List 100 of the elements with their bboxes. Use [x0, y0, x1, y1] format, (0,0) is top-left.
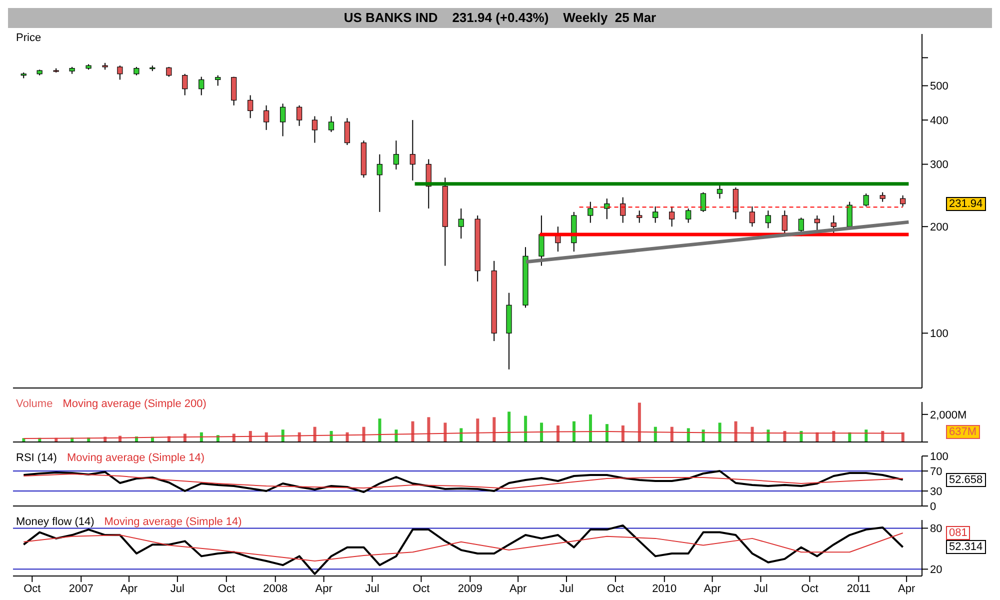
candlestick [782, 210, 788, 235]
bar [605, 424, 608, 442]
x-tick-label: Oct [218, 582, 235, 595]
candlestick [636, 210, 642, 224]
y-tick-label: 100 [930, 328, 948, 340]
line-series [23, 474, 904, 489]
y-tick-label: 0 [930, 500, 936, 513]
x-tick-label: Oct [24, 582, 41, 595]
bar [476, 418, 480, 442]
candlestick [716, 183, 723, 200]
bar [427, 417, 430, 442]
bar [524, 416, 528, 442]
line-series [23, 532, 904, 562]
y-tick-label: 2,000M [930, 409, 967, 422]
series-label: RSI (14) [16, 452, 57, 464]
bar [734, 421, 738, 442]
bar [621, 425, 624, 442]
x-tick-label: Apr [315, 582, 333, 595]
candlestick [538, 214, 544, 266]
bar [508, 412, 511, 442]
text: 231.94 [946, 196, 986, 211]
series-label: Moving average (Simple 14) [66, 452, 205, 464]
candlestick [215, 74, 221, 86]
candlestick [604, 198, 610, 220]
y-tick-label: 80 [930, 523, 942, 536]
text: 637M [946, 425, 980, 440]
x-tick-label: Apr [898, 582, 916, 595]
candlestick [182, 73, 188, 96]
chart-title: US BANKS IND 231.94 (+0.43%) Weekly 25 Mar [342, 9, 658, 27]
candlestick [344, 118, 350, 146]
x-tick-label: 2009 [458, 582, 482, 595]
bar [540, 422, 544, 442]
candlestick [700, 192, 706, 212]
x-tick-label: Oct [606, 582, 624, 595]
candlestick [880, 192, 886, 202]
candlestick [588, 201, 594, 224]
text: Volume [16, 398, 53, 410]
line-series [22, 470, 904, 493]
candlestick [393, 140, 399, 170]
y-tick-label: 300 [930, 159, 948, 172]
series-label: Money flow (14) [16, 516, 94, 528]
candlestick [231, 76, 237, 106]
candlestick [280, 103, 286, 137]
candlestick [248, 94, 254, 119]
candlestick [166, 66, 172, 78]
y-axis-title: Price [16, 32, 42, 44]
bar [572, 421, 576, 442]
bar [411, 421, 414, 442]
y-tick-label: 100 [930, 450, 948, 463]
candlestick [328, 116, 334, 133]
text: Moving average (Simple 200) [62, 398, 206, 410]
candlestick [458, 208, 464, 240]
y-tick-label: 500 [930, 80, 948, 93]
y-tick-label: 400 [930, 114, 948, 127]
bar [492, 417, 496, 442]
text: 081 [946, 526, 970, 540]
bar [638, 402, 641, 442]
x-tick-label: 2007 [68, 582, 94, 595]
candlestick [686, 208, 692, 224]
candlestick [669, 206, 675, 228]
candlestick [264, 104, 270, 130]
candlestick [732, 186, 739, 220]
x-tick-label: Oct [801, 582, 818, 595]
candlestick [814, 214, 820, 231]
bar [686, 428, 690, 442]
candlestick [863, 193, 869, 207]
bar [556, 425, 560, 442]
x-tick-label: Jul [170, 582, 184, 595]
x-tick-label: 2011 [846, 582, 870, 595]
candlestick [620, 196, 626, 224]
y-tick-label: 70 [930, 466, 942, 478]
candlestick [198, 76, 204, 96]
x-tick-label: Jul [365, 582, 380, 595]
candlestick [410, 120, 416, 181]
candlestick [830, 214, 836, 234]
bar [378, 418, 382, 442]
bar [718, 422, 722, 442]
series-label: Moving average (Simple 14) [104, 516, 242, 528]
candlestick [296, 104, 302, 126]
candlestick [652, 206, 658, 224]
x-tick-label: Apr [509, 582, 527, 595]
candlestick [765, 210, 771, 229]
candlestick [376, 154, 382, 212]
y-tick-label: 200 [930, 222, 948, 234]
bar [444, 422, 447, 442]
x-tick-label: Jul [559, 582, 574, 595]
x-tick-label: Oct [412, 582, 430, 595]
bar [588, 414, 592, 442]
y-tick-label: 20 [930, 564, 942, 576]
x-tick-label: 2010 [652, 582, 677, 595]
candlestick [749, 206, 755, 228]
text: 52.314 [946, 540, 986, 554]
candlestick [117, 65, 123, 80]
bar [460, 428, 463, 442]
x-tick-label: Apr [704, 582, 722, 595]
text: 52.658 [946, 472, 986, 487]
x-tick-label: Apr [120, 582, 138, 595]
y-tick-label: 30 [930, 486, 942, 498]
candlestick [900, 194, 906, 207]
x-tick-label: 2008 [263, 582, 288, 595]
